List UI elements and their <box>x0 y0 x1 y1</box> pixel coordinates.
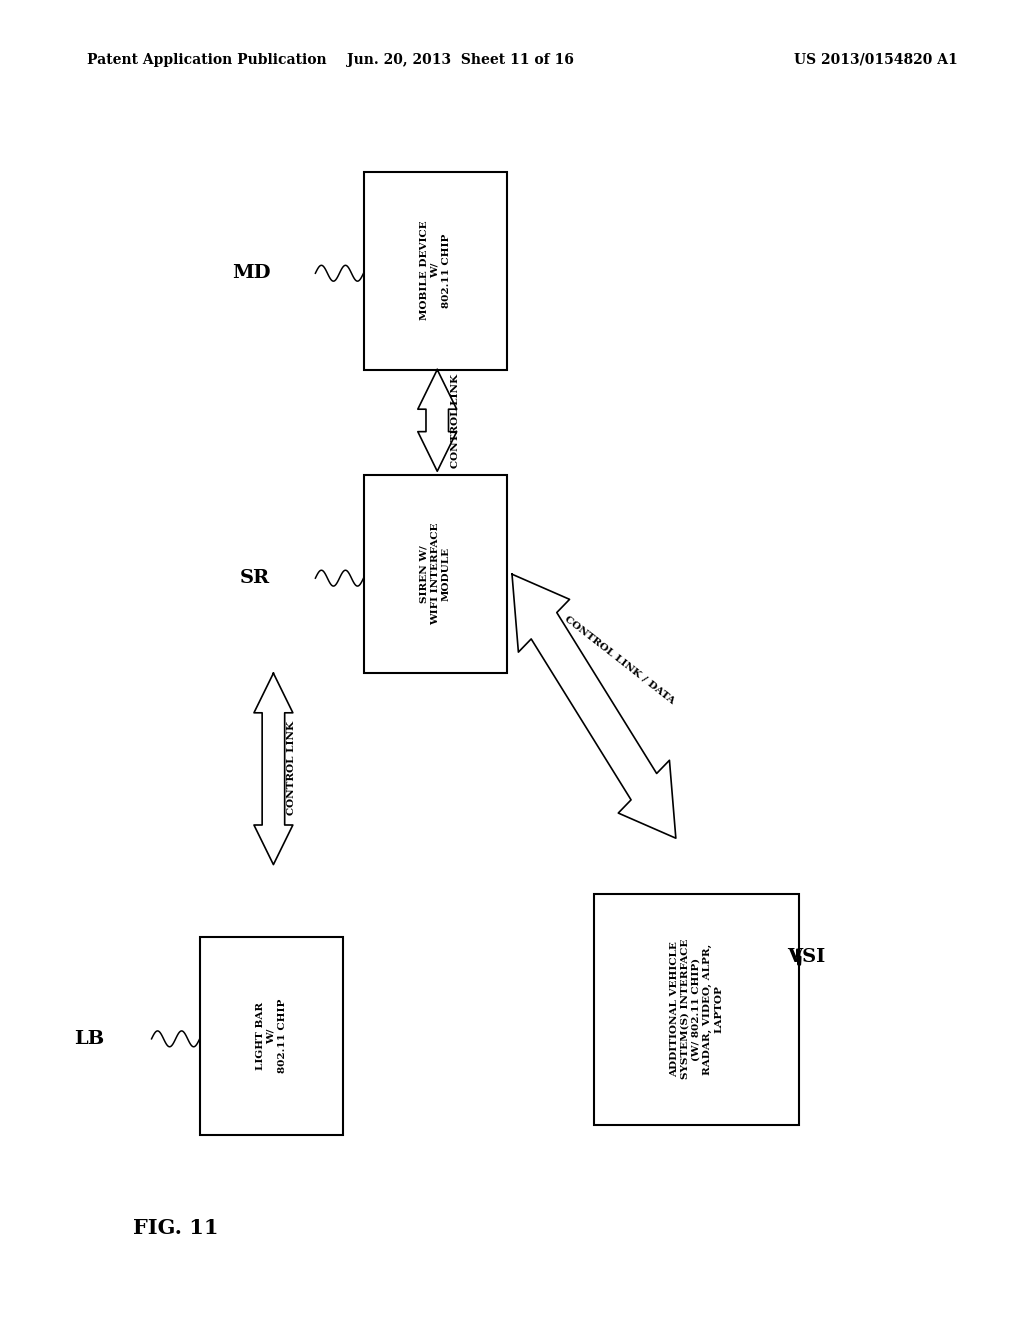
Text: FIG. 11: FIG. 11 <box>133 1218 218 1238</box>
Text: Patent Application Publication: Patent Application Publication <box>87 53 327 67</box>
Bar <box>594 894 799 1125</box>
Text: MD: MD <box>231 264 270 282</box>
Text: LIGHT BAR
W/
802.11 CHIP: LIGHT BAR W/ 802.11 CHIP <box>256 999 287 1073</box>
Polygon shape <box>418 370 457 471</box>
Bar <box>364 172 507 370</box>
Bar <box>364 475 507 673</box>
Text: SIREN W/
WIFI INTERFACE
MODULE: SIREN W/ WIFI INTERFACE MODULE <box>420 523 451 626</box>
Text: SR: SR <box>241 569 270 587</box>
Text: CONTROL LINK: CONTROL LINK <box>287 721 296 816</box>
Text: Jun. 20, 2013  Sheet 11 of 16: Jun. 20, 2013 Sheet 11 of 16 <box>347 53 574 67</box>
Text: LB: LB <box>74 1030 104 1048</box>
Polygon shape <box>512 574 676 838</box>
Text: CONTROL LINK / DATA: CONTROL LINK / DATA <box>563 614 676 706</box>
Text: US 2013/0154820 A1: US 2013/0154820 A1 <box>794 53 957 67</box>
Text: CONTROL LINK: CONTROL LINK <box>451 374 460 469</box>
Text: VSI: VSI <box>787 948 825 966</box>
Polygon shape <box>254 673 293 865</box>
Bar <box>200 937 343 1135</box>
Text: ADDITIONAL VEHICLE
SYSTEM(S) INTERFACE
(W/ 802.11 CHIP)
RADAR, VIDEO, ALPR,
LAPT: ADDITIONAL VEHICLE SYSTEM(S) INTERFACE (… <box>670 939 723 1080</box>
Text: MOBILE DEVICE
W/
802.11 CHIP: MOBILE DEVICE W/ 802.11 CHIP <box>420 220 451 321</box>
